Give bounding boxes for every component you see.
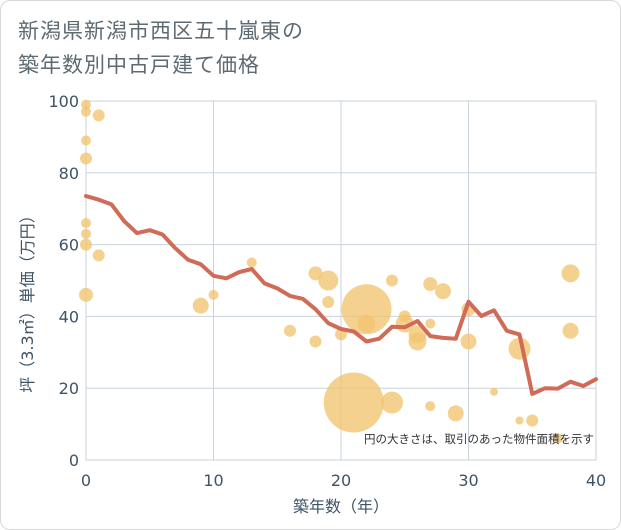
bubble-point-8	[92, 249, 105, 262]
chart-title-line-1: 新潟県新潟市西区五十嵐東の	[18, 19, 304, 43]
average-price-line	[84, 194, 598, 396]
bubble-size-note: 円の大きさは、取引のあった物件面積を示す	[364, 432, 594, 446]
bubble-point-15	[309, 335, 322, 348]
bubble-point-38	[526, 414, 539, 427]
bubble-point-20	[341, 284, 392, 335]
bubble-point-5	[81, 218, 91, 229]
bubble-point-4	[80, 152, 92, 165]
bubble-point-3	[81, 135, 91, 146]
bubble-point-9	[79, 287, 93, 302]
chart-title: 新潟県新潟市西区五十嵐東の 築年数別中古戸建て価格	[18, 14, 578, 82]
x-tick-label-0: 0	[81, 471, 91, 490]
bubble-point-1	[81, 106, 91, 117]
average-line-series	[84, 194, 598, 396]
x-tick-label-1: 10	[203, 471, 223, 490]
y-tick-label-0: 0	[69, 451, 79, 470]
bubble-point-40	[561, 264, 580, 283]
y-tick-label-1: 20	[59, 379, 79, 398]
bubble-point-17	[322, 296, 335, 309]
bubble-point-30	[425, 401, 436, 412]
bubble-series	[79, 99, 580, 444]
bubble-point-0	[81, 99, 91, 110]
bubble-point-13	[284, 324, 296, 337]
bubble-point-29	[425, 318, 436, 329]
y-axis-title: 坪（3.3㎡）単価（万円）	[18, 207, 37, 392]
bubble-point-23	[381, 391, 403, 414]
bubble-point-28	[423, 277, 438, 292]
bubble-point-19	[323, 372, 384, 433]
bubble-point-39	[552, 433, 563, 444]
x-tick-label-4: 40	[586, 471, 606, 490]
bubble-point-2	[92, 109, 105, 122]
bubble-point-6	[81, 228, 91, 239]
bubble-point-16	[318, 270, 339, 291]
bubble-point-27	[408, 332, 427, 351]
y-tick-label-3: 60	[59, 236, 79, 255]
bubble-point-22	[386, 274, 398, 287]
bubble-point-36	[515, 416, 524, 425]
bubble-point-41	[562, 322, 579, 339]
chart-title-line-2: 築年数別中古戸建て価格	[18, 53, 260, 77]
bubble-point-31	[435, 283, 451, 300]
bubble-point-34	[460, 333, 477, 350]
y-axis-ticks: 0 20 40 60 80 100	[48, 92, 79, 470]
x-tick-label-2: 20	[331, 471, 351, 490]
bubble-point-21	[357, 314, 376, 333]
plot-border	[85, 100, 597, 461]
x-axis-ticks: 0 10 20 30 40	[81, 471, 606, 490]
bubble-point-12	[246, 257, 257, 268]
y-tick-label-4: 80	[59, 164, 79, 183]
y-tick-label-2: 40	[59, 307, 79, 326]
bubble-point-32	[447, 405, 464, 422]
bubble-point-10	[192, 297, 209, 314]
bubble-point-35	[490, 387, 498, 396]
x-axis-title: 築年数（年）	[293, 497, 389, 516]
bubble-point-7	[80, 238, 92, 251]
bubble-point-11	[208, 289, 219, 300]
x-tick-label-3: 30	[458, 471, 478, 490]
y-tick-label-5: 100	[48, 92, 79, 111]
